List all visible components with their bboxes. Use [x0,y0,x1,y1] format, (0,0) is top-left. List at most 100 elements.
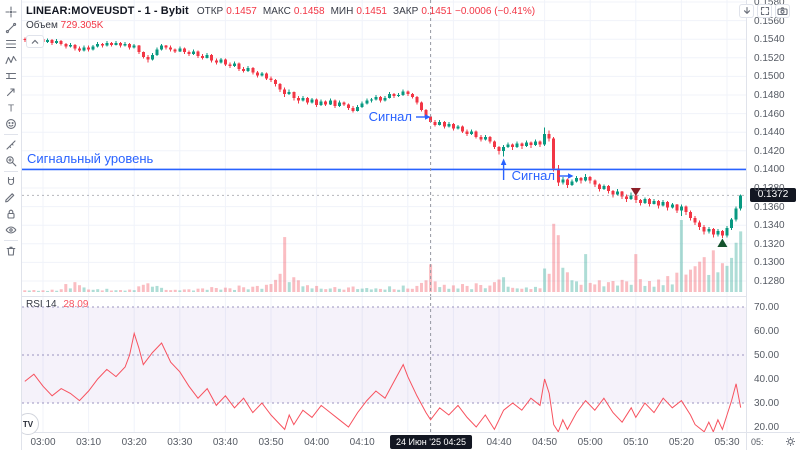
signal-arrow-1-head [425,114,431,120]
time-axis-label: 05:10 [623,437,649,448]
lock-icon[interactable] [1,206,21,222]
volume-label: Объем [26,20,58,31]
rsi-axis-label: 30.00 [754,398,780,409]
maximize-button[interactable] [757,4,772,18]
price-axis-label: 0.1400 [754,164,785,176]
price-axis-label: 0.1540 [754,34,785,46]
zoom-in-icon[interactable] [1,153,21,169]
signal-arrow-2-head [568,173,574,179]
arrow-marker-icon[interactable] [1,84,21,100]
low-value: 0.1451 [356,6,387,17]
toolbar-separator [3,134,18,135]
time-axis-label: 05:30 [714,437,740,448]
price-axis-label: 0.1420 [754,145,785,157]
ruler-icon[interactable] [1,137,21,153]
symbol-title[interactable]: LINEAR:MOVEUSDT - 1 - Bybit [26,5,189,17]
draw-icon[interactable] [1,190,21,206]
crosshair-date-tooltip: 24 Июн '25 04:25 [390,435,472,449]
xabcd-pattern-icon[interactable] [1,52,21,68]
rsi-grid [42,297,728,432]
rsi-title: RSI 14 [26,299,57,310]
price-axis-label: 0.1320 [754,238,785,250]
time-axis-label: 04:10 [349,437,375,448]
toolbar-separator [3,240,18,241]
toolbar-separator [3,171,18,172]
chart-legend: LINEAR:MOVEUSDT - 1 - Bybit ОТКР 0.1457 … [26,5,535,48]
rsi-axis-label: 50.00 [754,350,780,361]
rsi-axis-label: 20.00 [754,422,780,433]
rsi-pane[interactable] [22,297,746,434]
fib-retracement-icon[interactable] [1,36,21,52]
camera-icon [777,7,788,16]
text-tool-icon[interactable]: T [1,100,21,116]
drawing-toolbar: T [0,0,22,450]
time-axis-label: 03:00 [30,437,56,448]
price-axis-label: 0.1520 [754,52,785,64]
emoji-icon[interactable] [1,116,21,132]
magnet-icon[interactable] [1,174,21,190]
open-label: ОТКР [196,6,224,17]
time-axis-label: 03:30 [167,437,193,448]
camera-button[interactable] [775,4,790,18]
pane-divider[interactable] [22,296,746,297]
rsi-axis-label: 40.00 [754,374,780,385]
time-axis-label: 05:20 [668,437,694,448]
arrow-down-button[interactable] [739,4,754,18]
time-axis-label: 05:00 [577,437,603,448]
time-axis[interactable]: 24 Июн '25 04:25 03:00 03:10 03:20 03:30 03:… [22,432,746,450]
trend-line-icon[interactable] [1,20,21,36]
svg-text:T: T [7,104,13,115]
time-axis-label: 04:50 [532,437,558,448]
arrow-down-icon [743,6,750,14]
signal-annotation-2[interactable]: Сигнал [512,168,555,183]
corner-time: 05: [751,436,764,447]
price-axis-label: 0.1340 [754,220,785,232]
up-arrow-head [500,158,507,165]
low-label: МИН [330,6,354,17]
open-value: 0.1457 [226,6,257,17]
price-axis-label: 0.1460 [754,108,785,120]
close-value: 0.1451 [421,6,452,17]
rsi-line [24,331,742,434]
eye-icon[interactable] [1,222,21,238]
time-axis-label: 03:50 [258,437,284,448]
price-axis-label: 0.1560 [754,15,785,27]
rsi-axis-label: 70.00 [754,302,780,313]
long-position-icon[interactable] [1,68,21,84]
time-axis-label: 03:20 [121,437,147,448]
gear-icon[interactable] [785,436,796,447]
sell-marker [630,188,641,196]
high-label: МАКС [262,6,291,17]
time-axis-label: 04:00 [304,437,330,448]
time-axis-label: 03:10 [76,437,102,448]
change-value: −0.0006 (−0.41%) [454,6,536,17]
rsi-axis-label: 60.00 [754,326,780,337]
buy-marker [717,238,728,247]
volume-value: 729.305K [60,20,104,31]
crosshair-icon[interactable] [1,4,21,20]
price-axis[interactable]: 0.1372 0.15800.15600.15400.15200.15000.1… [746,0,800,433]
rsi-legend[interactable]: RSI 14 28.09 [26,299,88,310]
price-axis-label: 0.1380 [754,183,785,194]
chart-quick-buttons [739,4,790,18]
trash-icon[interactable] [1,243,21,259]
timezone-corner[interactable]: 05: [746,432,800,450]
chevron-up-icon [31,39,39,44]
high-value: 0.1458 [293,6,325,17]
price-axis-label: 0.1500 [754,71,785,83]
signal-level-label[interactable]: Сигнальный уровень [27,151,154,166]
rsi-value: 28.09 [63,299,89,310]
price-axis-label: 0.1300 [754,257,785,269]
volume-bars [23,220,743,292]
price-axis-label: 0.1440 [754,127,785,139]
collapse-legend-button[interactable] [26,35,44,48]
candles [23,36,743,239]
price-axis-label: 0.1360 [754,201,785,213]
price-axis-label: 0.1480 [754,90,785,101]
main-chart-pane[interactable]: Сигнальный уровень Сигнал Сигнал [22,0,746,296]
time-axis-label: 03:40 [212,437,238,448]
time-axis-label: 04:40 [486,437,512,448]
signal-annotation-1[interactable]: Сигнал [369,109,412,124]
close-label: ЗАКР [393,6,419,17]
